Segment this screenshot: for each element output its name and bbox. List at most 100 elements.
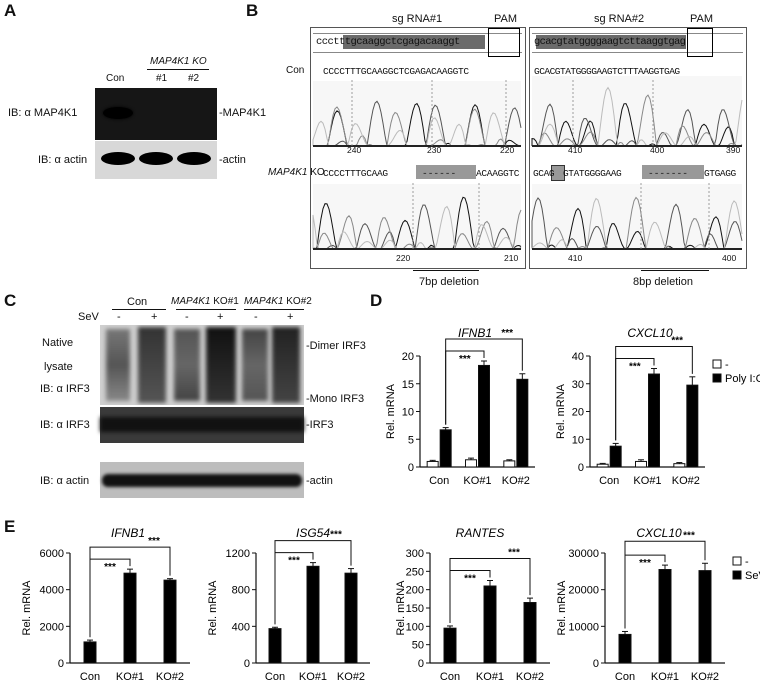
x-tick-label: KO#2 xyxy=(156,671,184,683)
native-lane-6 xyxy=(272,327,300,403)
y-tick-label: 1200 xyxy=(226,548,250,560)
y-tick-label: 50 xyxy=(412,640,424,652)
sev-sign-4: + xyxy=(217,311,224,323)
chart-e-ifnb1: IFNB1 Rel. mRNA 0 2000 4000 6000 Con KO#1 KO#2 **… xyxy=(21,526,190,683)
bar-ko2-ctrl xyxy=(673,463,686,468)
ko-row-gene: MAP4K1 xyxy=(268,167,308,178)
sig-stars: *** xyxy=(508,548,520,559)
ko-row-suffix: KO xyxy=(307,167,325,178)
x-tick-label: KO#1 xyxy=(651,671,679,683)
ref-seq-2: gcacgtatggggaagtcttaaggtgag xyxy=(534,36,686,48)
c-header-ko1: MAP4K1 KO#1 xyxy=(171,297,239,307)
y-tick-label: 2000 xyxy=(40,621,64,633)
bar-ko2-ctrl xyxy=(503,460,516,468)
chart-d-cxcl10: CXCL10 Rel. mRNA 0 10 20 30 40 Con KO#1 KO#2 *** **… xyxy=(555,326,760,487)
y-tick-label: 5 xyxy=(408,434,414,446)
ko-seq-2a: GCAG xyxy=(533,168,555,179)
x-tick-label: KO#2 xyxy=(337,671,365,683)
native-lane-5 xyxy=(242,329,268,401)
sig-bracket xyxy=(274,540,352,625)
y-tick-label: 0 xyxy=(244,658,250,670)
chart-title: RANTES xyxy=(456,526,505,540)
bar-con-stim xyxy=(618,633,632,664)
panel-label-e: E xyxy=(4,517,16,536)
x-tick-label: Con xyxy=(265,671,285,683)
sig-bracket xyxy=(449,558,531,623)
actin-c-right-label: -actin xyxy=(306,475,333,487)
lane-1: #1 xyxy=(156,73,168,84)
y-tick-label: 400 xyxy=(232,621,250,633)
irf3-right-label: -IRF3 xyxy=(306,419,334,431)
bar-ko1-stim xyxy=(123,572,137,664)
bar-ko1-stim xyxy=(658,569,672,664)
legend-label: Poly I:C xyxy=(725,373,760,385)
bar-ko1-stim xyxy=(478,364,490,468)
ko-seq-1a: CCCCTTTGCAAG xyxy=(323,168,388,179)
lysate-label: lysate xyxy=(44,361,73,373)
y-tick-label: 4000 xyxy=(40,585,64,597)
gap-box-2 xyxy=(642,165,704,179)
y-tick-label: 250 xyxy=(406,566,424,578)
ko-seq-1b: ACAAGGTC xyxy=(476,168,520,179)
y-tick-label: 30 xyxy=(572,379,584,391)
chart-title: IFNB1 xyxy=(458,326,492,340)
chart-d-ifnb1: IFNB1 Rel. mRNA 0 5 10 15 20 Con KO#1 KO#2 *** *** xyxy=(385,326,535,487)
y-tick-label: 150 xyxy=(406,603,424,615)
ko-header-line xyxy=(147,69,209,70)
blot-map4k1 xyxy=(95,88,217,140)
x-tick-label: KO#1 xyxy=(633,475,661,487)
c-header-line-2 xyxy=(176,309,236,310)
insert-box-2 xyxy=(551,165,565,181)
sig-stars: *** xyxy=(683,530,695,541)
x-tick-label: Con xyxy=(80,671,100,683)
irf3-band-row xyxy=(100,417,304,432)
tick-b2-390: 390 xyxy=(726,145,741,155)
x-tick-label: Con xyxy=(429,475,449,487)
chart-title: IFNB1 xyxy=(111,526,145,540)
dimer-irf3-label: -Dimer IRF3 xyxy=(306,340,366,352)
chart-e-isg54: ISG54 Rel. mRNA 0 400 800 1200 Con KO#1 KO#2 *** *… xyxy=(207,526,370,683)
sig-stars: *** xyxy=(330,530,342,541)
bar-con-stim xyxy=(609,445,622,468)
chart-e-cxcl10: CXCL10 Rel. mRNA 0 10000 20000 30000 Con KO#1 KO… xyxy=(556,526,760,683)
blot-irf3 xyxy=(100,407,304,443)
ko-seq-2b: GTATGGGGAAG xyxy=(563,168,622,179)
bar-con-stim xyxy=(439,429,452,468)
native-lane-2 xyxy=(138,327,166,403)
legend-label: SeV xyxy=(745,570,760,582)
sev-sign-3: - xyxy=(185,311,189,323)
ref-seq-1: ccctttgcaaggctcgagacaaggt xyxy=(316,36,460,48)
tick-b2k-410: 410 xyxy=(568,253,583,263)
c-header-ko2-suffix: KO#2 xyxy=(283,296,312,307)
blot-actin-a xyxy=(95,141,217,179)
y-tick-label: 800 xyxy=(232,585,250,597)
trace-ko-1-channel-3 xyxy=(312,205,521,250)
del-line-2 xyxy=(641,270,709,271)
y-tick-label: 10000 xyxy=(568,621,599,633)
sig-stars: *** xyxy=(671,335,683,346)
y-tick-label: 0 xyxy=(418,658,424,670)
trace-con-2-bg xyxy=(532,76,742,146)
sig-stars: *** xyxy=(639,558,651,569)
x-tick-label: Con xyxy=(615,671,635,683)
sig-stars: *** xyxy=(501,328,513,339)
bar-ko2-stim xyxy=(698,570,712,664)
bar-ko1-stim xyxy=(306,565,320,664)
blot-right-map4k1: -MAP4K1 xyxy=(219,107,267,119)
trace-con-2-channel-2 xyxy=(532,94,742,147)
actin-c-ib-label: IB: α actin xyxy=(40,475,90,487)
gap-box-1 xyxy=(416,165,476,179)
x-tick-label: KO#1 xyxy=(299,671,327,683)
sg1-label: sg RNA#1 xyxy=(392,13,443,25)
bar-con-stim xyxy=(443,627,457,664)
panel-label-b: B xyxy=(246,1,259,20)
chart-title: CXCL10 xyxy=(627,326,673,340)
bar-ko1-stim xyxy=(483,585,497,664)
native-label: Native xyxy=(42,337,74,349)
y-tick-label: 30000 xyxy=(568,548,599,560)
trace-con-1-bg xyxy=(313,81,521,146)
y-tick-label: 0 xyxy=(408,462,414,474)
sev-sign-2: + xyxy=(151,311,158,323)
irf3-ib-label: IB: α IRF3 xyxy=(40,419,90,431)
